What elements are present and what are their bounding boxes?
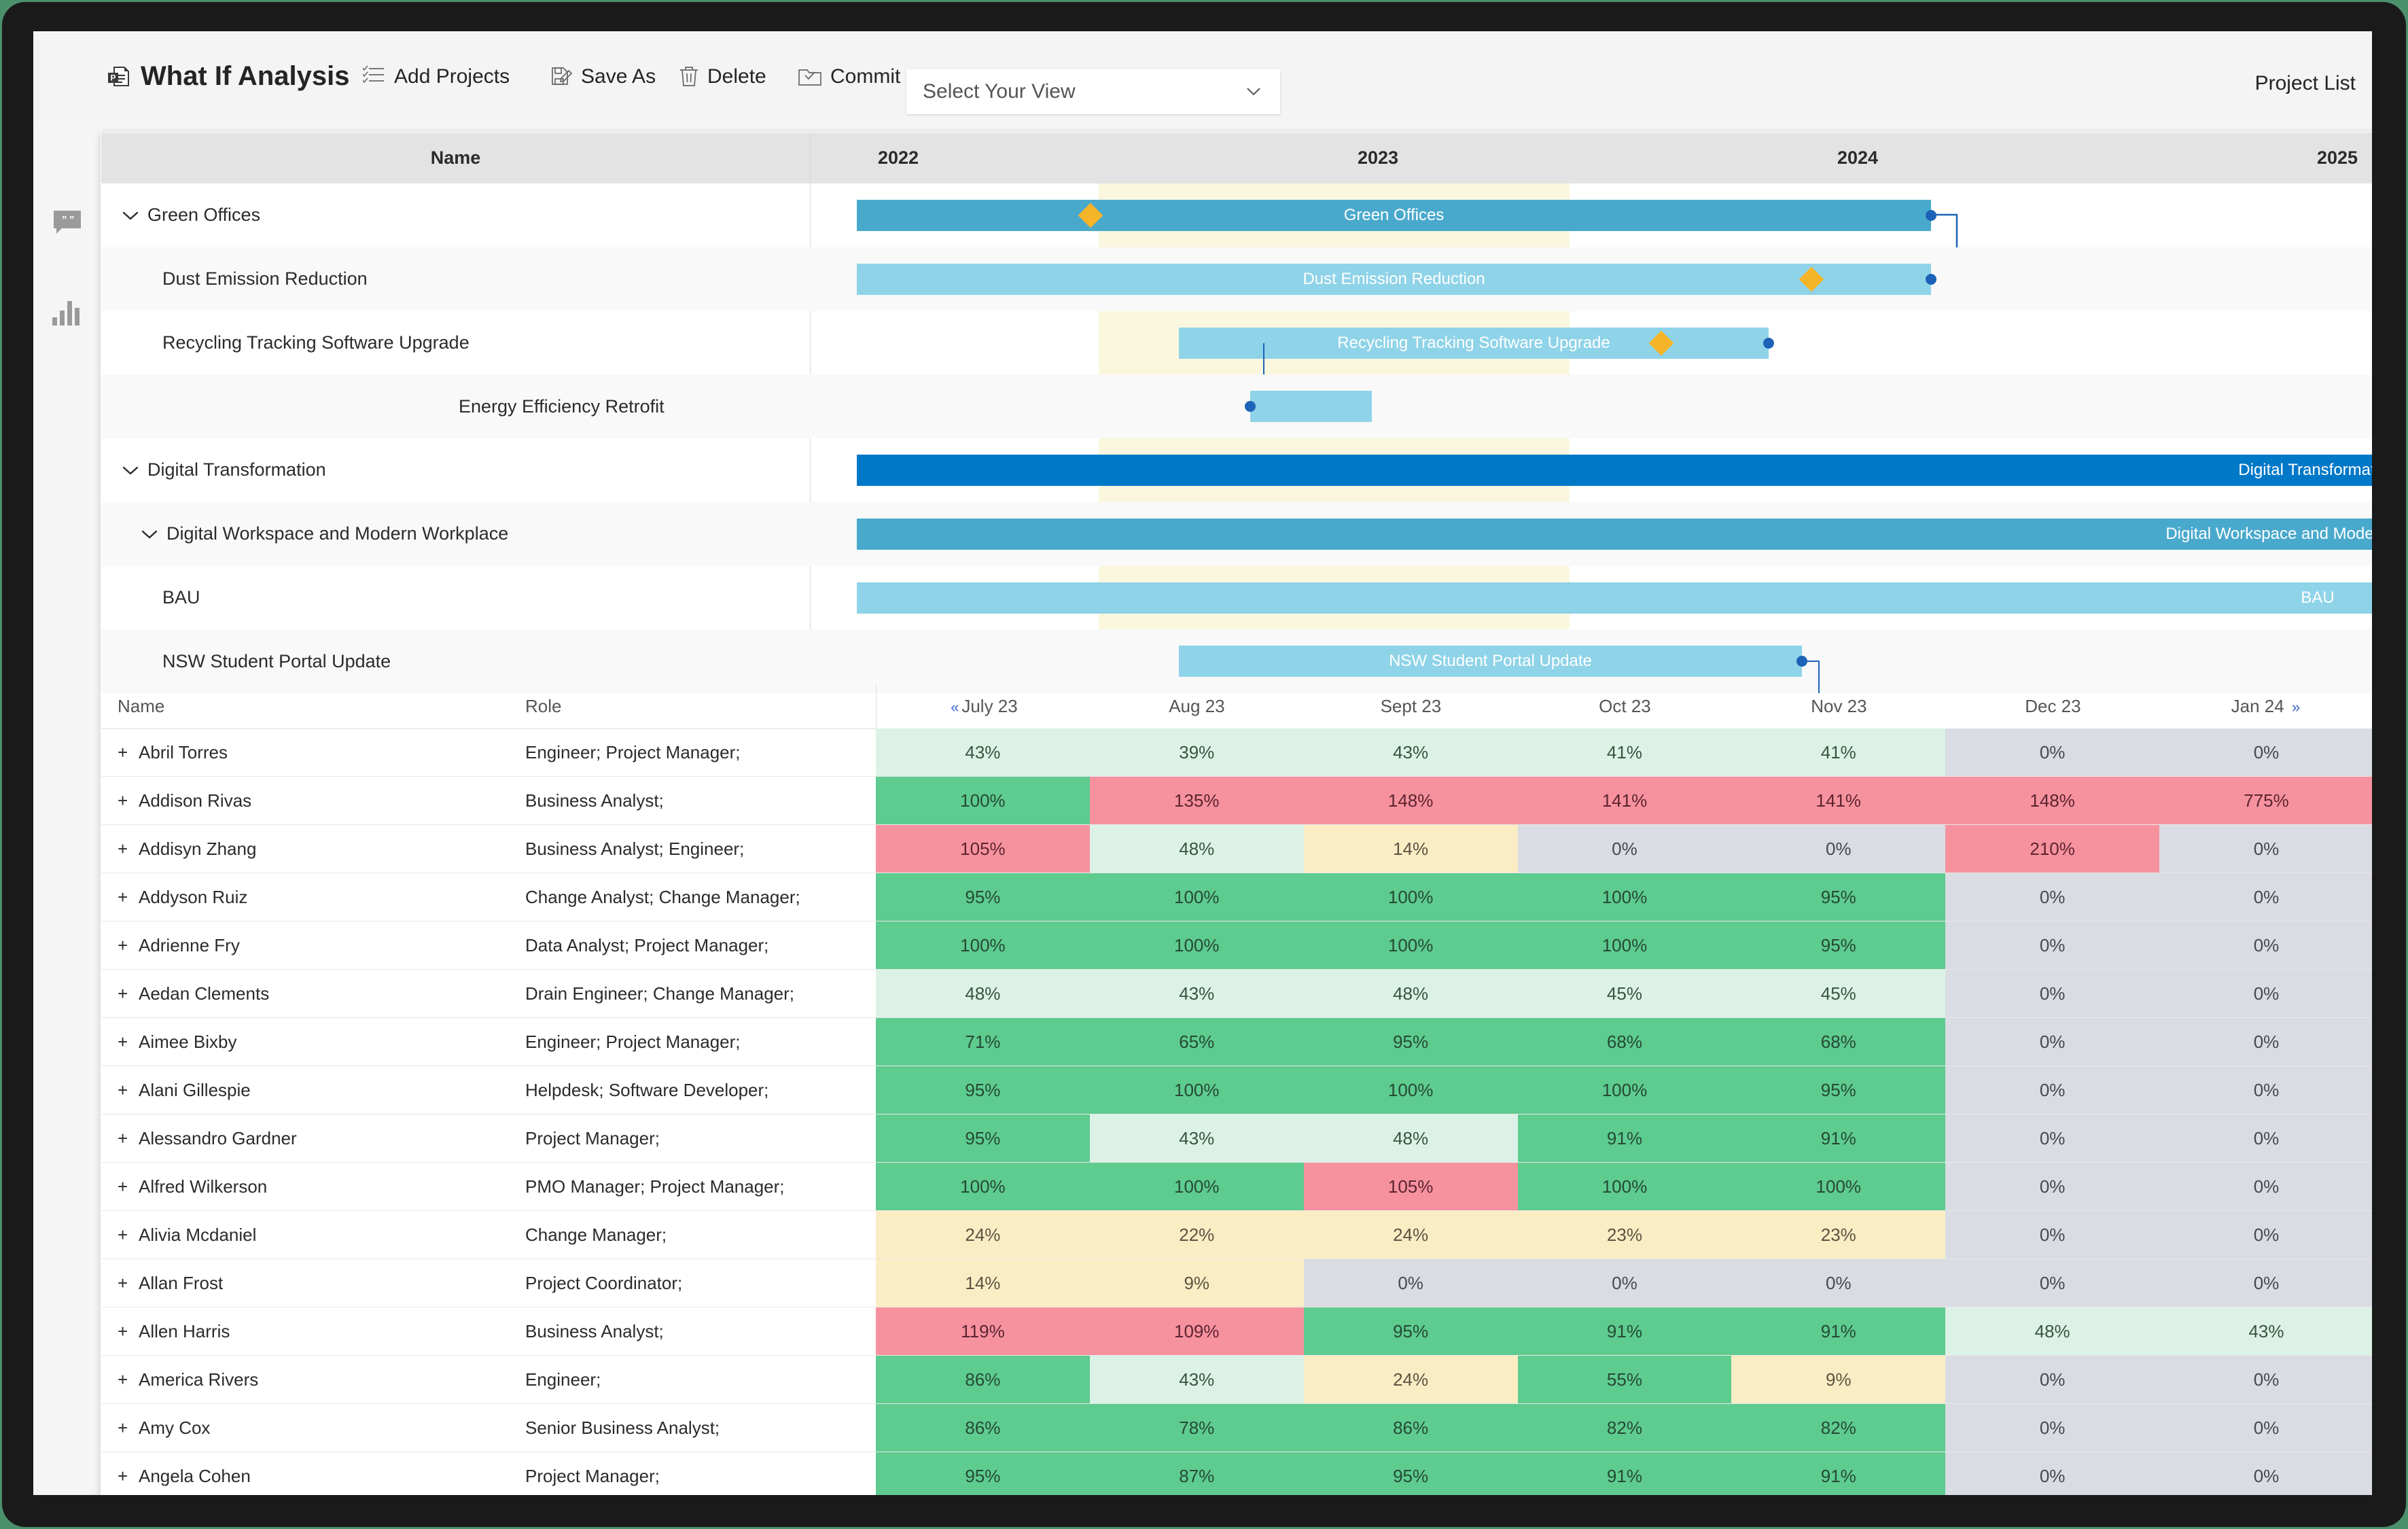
svg-text:”: ” (62, 214, 67, 226)
svg-text:”: ” (69, 214, 75, 226)
svg-text:P: P (110, 73, 116, 82)
